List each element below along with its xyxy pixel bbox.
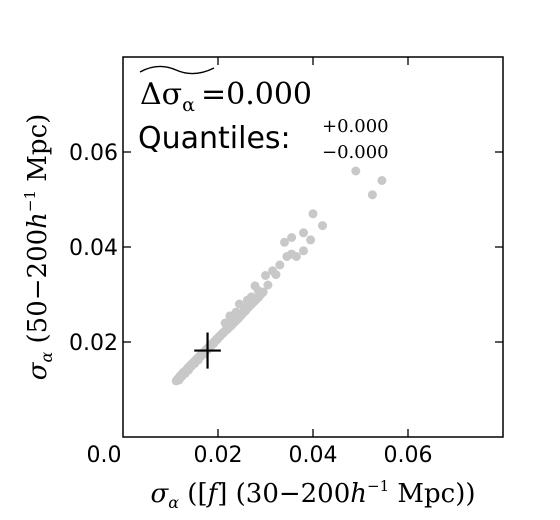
delta-subscript: α [182, 94, 195, 116]
data-point [253, 286, 263, 296]
points-layer [171, 166, 387, 386]
quantiles-label: Quantiles: [138, 121, 291, 156]
y-axis-label: σα (50−200h−1 Mpc) [21, 114, 56, 381]
data-point [271, 270, 281, 280]
data-point [220, 318, 230, 328]
origin-label: 0.0 [87, 443, 122, 468]
data-point [299, 246, 308, 256]
data-point [263, 280, 273, 290]
data-point [299, 228, 308, 238]
delta-value: =0.000 [201, 77, 312, 112]
x-axis-label: σα ([f] (30−200h−1 Mpc)) [150, 477, 475, 512]
data-point [275, 260, 285, 270]
ticks-layer: 0.02 0.04 0.06 0.02 0.04 0.06 [69, 57, 503, 468]
data-point [367, 190, 377, 200]
data-point [318, 221, 327, 231]
data-point [280, 237, 289, 247]
delta-symbol: Δσ [140, 77, 182, 112]
x-tick-label: 0.04 [289, 443, 338, 468]
data-point [351, 166, 361, 176]
data-point [261, 271, 270, 280]
data-point [246, 292, 256, 302]
delta-annotation: Δσα =0.000 [140, 77, 312, 116]
quantiles-lower: −0.000 [322, 142, 389, 163]
y-tick-label: 0.06 [69, 141, 118, 166]
y-tick-label: 0.02 [69, 331, 118, 356]
data-point [287, 233, 297, 242]
x-tick-label: 0.06 [384, 443, 433, 468]
data-point [306, 235, 316, 245]
tilde-mark [139, 65, 215, 75]
x-tick-label: 0.02 [194, 443, 243, 468]
data-point [231, 307, 241, 317]
data-point [239, 303, 249, 313]
data-point [308, 209, 318, 219]
quantiles-upper: +0.000 [322, 116, 389, 137]
y-tick-label: 0.04 [69, 236, 118, 261]
reference-marker [194, 332, 221, 369]
data-point [291, 252, 301, 261]
data-point [377, 176, 387, 185]
